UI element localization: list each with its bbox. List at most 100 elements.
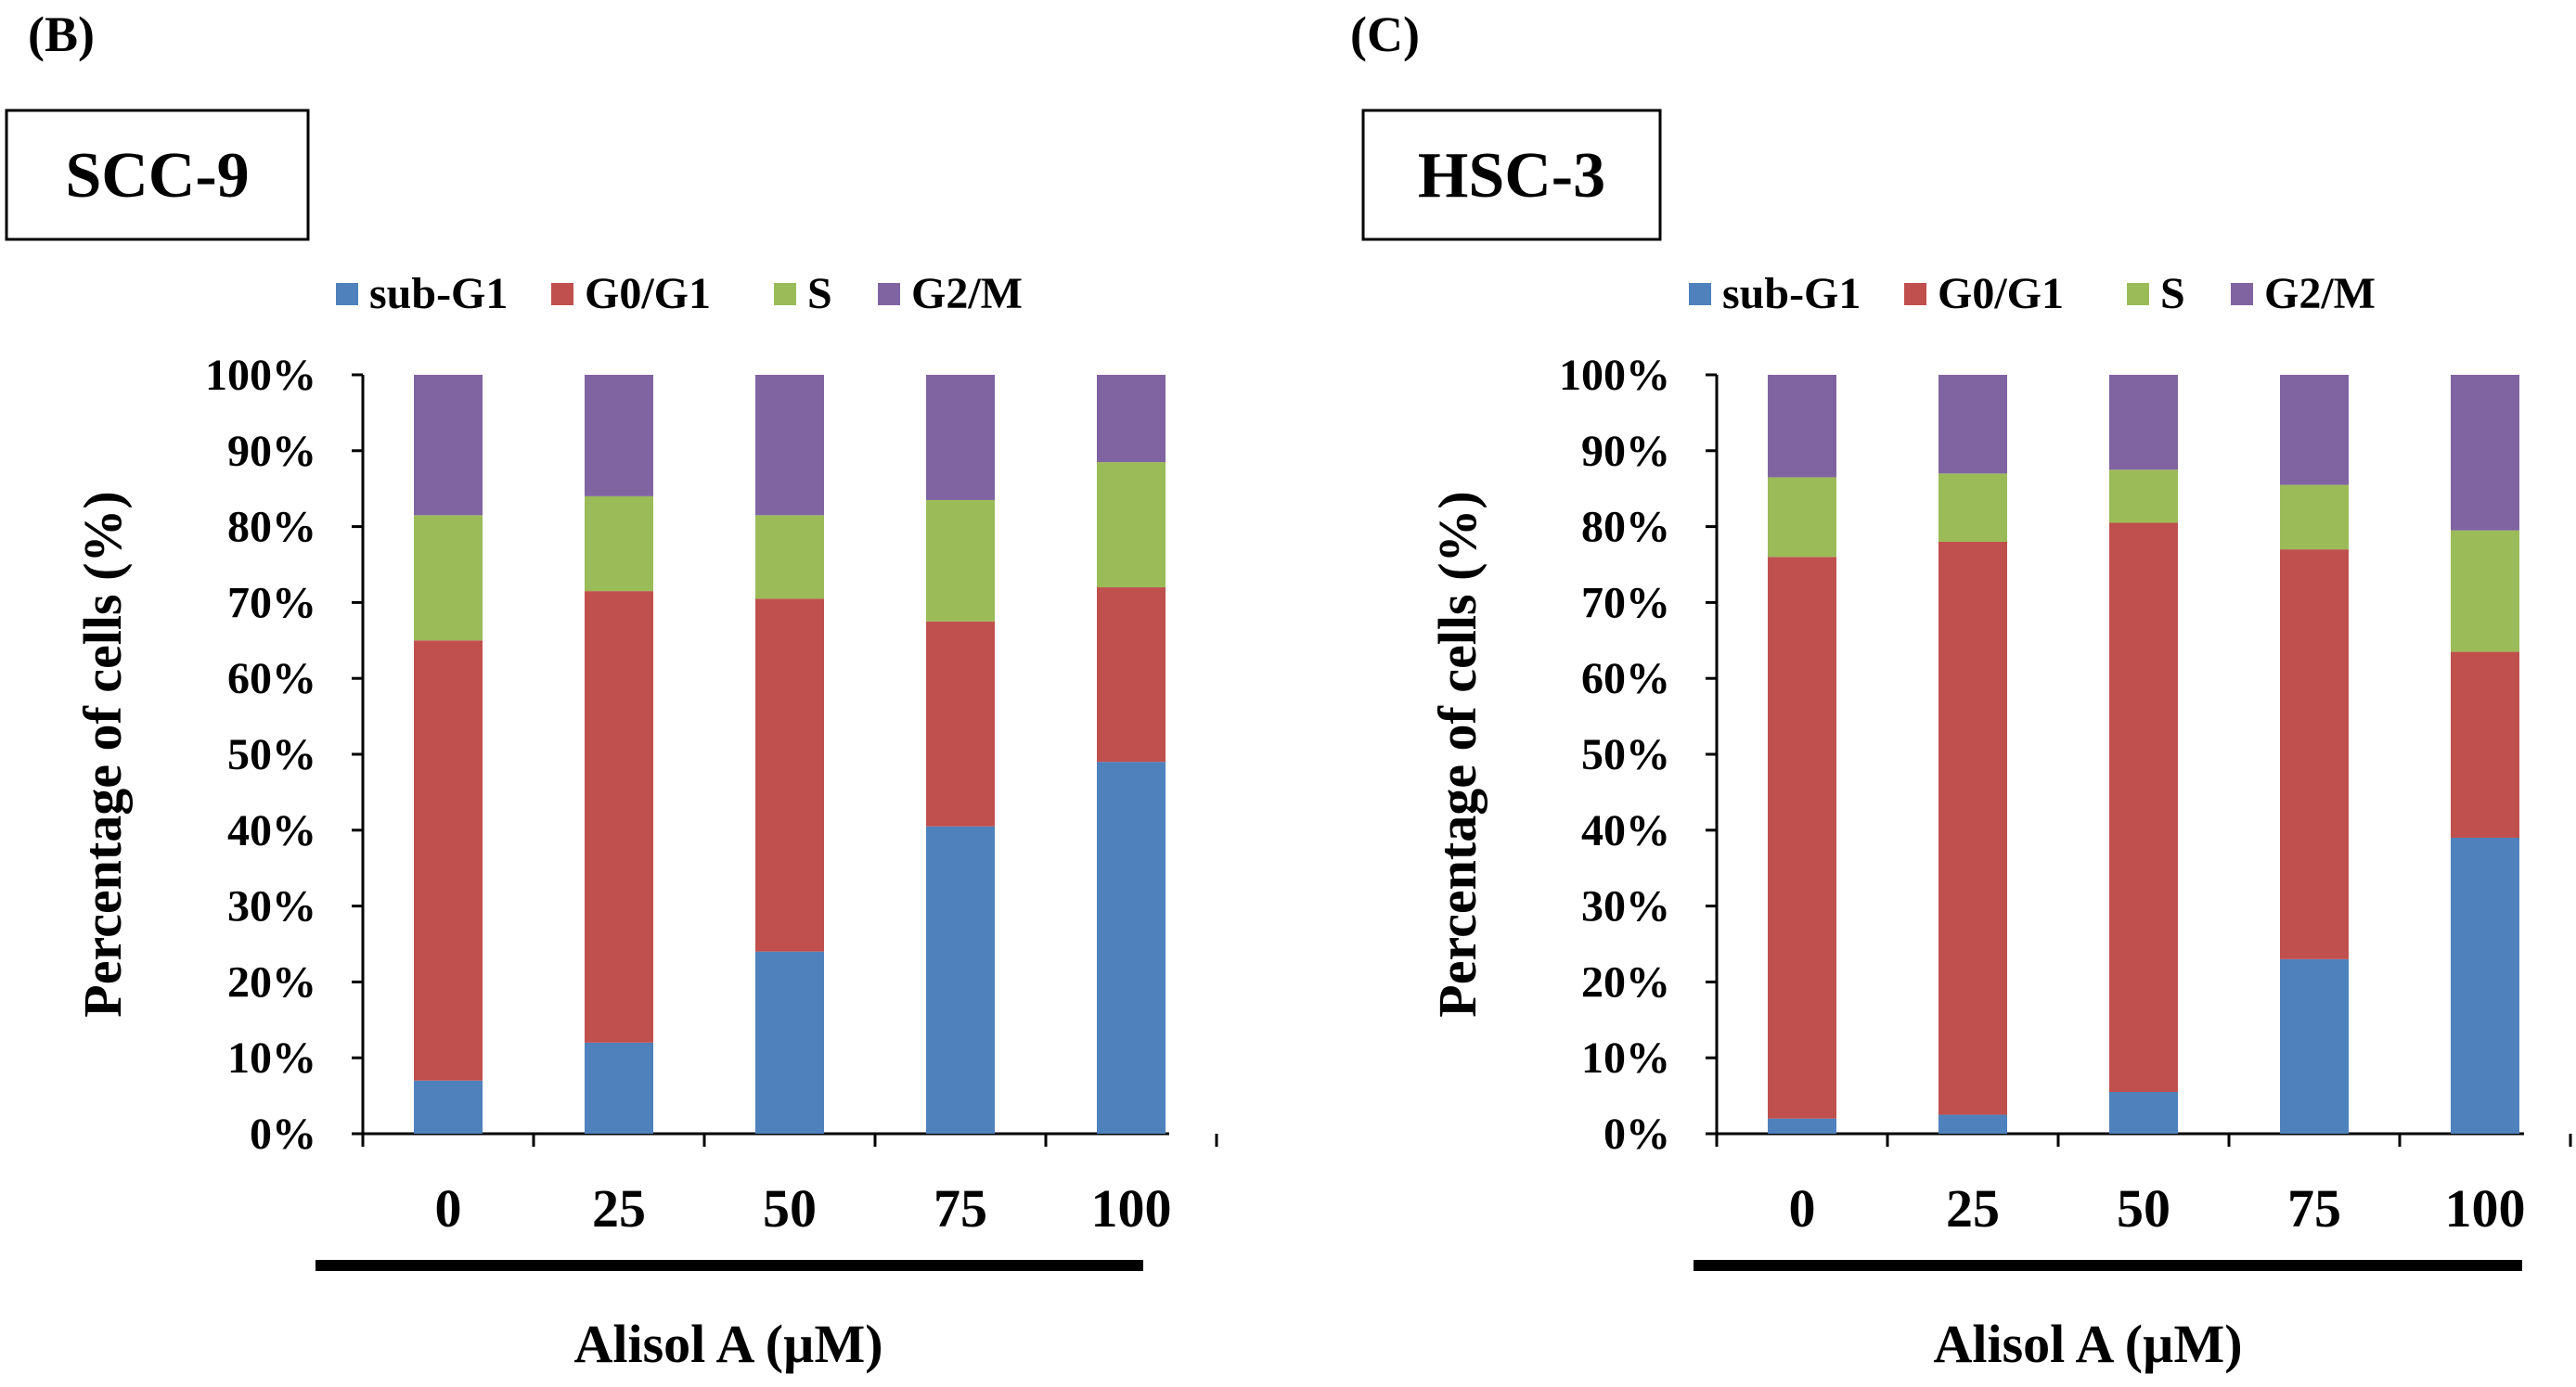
bar-g0-g1-25 bbox=[585, 591, 653, 1043]
legend-label-g0-g1: G0/G1 bbox=[585, 269, 711, 318]
bar-s-25 bbox=[585, 495, 653, 592]
x-tick-label: 50 bbox=[763, 1178, 817, 1239]
chart-title: SCC-9 bbox=[65, 140, 249, 212]
bar-sub-g1-100 bbox=[1097, 762, 1166, 1134]
bar-sub-g1-0 bbox=[1768, 1118, 1836, 1134]
bar-g0-g1-50 bbox=[2109, 522, 2178, 1093]
y-tick-label: 70% bbox=[1581, 578, 1670, 627]
bar-s-50 bbox=[2109, 469, 2178, 523]
bar-g2-m-75 bbox=[2280, 375, 2349, 485]
bar-g0-g1-75 bbox=[926, 621, 995, 827]
y-tick-label: 100% bbox=[1559, 351, 1670, 400]
legend-swatch-s bbox=[2127, 283, 2149, 305]
bar-sub-g1-75 bbox=[926, 826, 995, 1134]
bar-g0-g1-0 bbox=[414, 640, 483, 1081]
legend-label-s: S bbox=[2160, 269, 2185, 318]
x-tick-label: 25 bbox=[592, 1178, 646, 1239]
y-tick-label: 80% bbox=[1581, 503, 1670, 552]
y-tick-label: 30% bbox=[227, 882, 316, 931]
legend-swatch-sub-g1 bbox=[1689, 283, 1711, 305]
legend-swatch-g2-m bbox=[2231, 283, 2253, 305]
title-box bbox=[1361, 109, 1662, 241]
legend-label-s: S bbox=[807, 269, 832, 318]
legend-swatch-g2-m bbox=[878, 283, 900, 305]
y-tick-label: 70% bbox=[227, 578, 316, 627]
bar-g0-g1-50 bbox=[755, 598, 824, 952]
bar-g2-m-0 bbox=[414, 375, 483, 516]
x-tick-label: 0 bbox=[1789, 1178, 1816, 1239]
bar-sub-g1-50 bbox=[2109, 1092, 2178, 1134]
legend-swatch-g0-g1 bbox=[551, 283, 573, 305]
bar-s-100 bbox=[2451, 530, 2519, 652]
y-tick-label: 10% bbox=[1581, 1034, 1670, 1083]
bar-sub-g1-50 bbox=[755, 951, 824, 1134]
bar-g2-m-75 bbox=[926, 375, 995, 500]
bar-sub-g1-100 bbox=[2451, 837, 2519, 1134]
panel-c: (C) HSC-3 sub-G1 G0/G1 S G2/M 0% 10% 20% 30% 40% 50… bbox=[1350, 6, 2572, 1374]
bar-s-75 bbox=[2280, 484, 2349, 550]
x-tick-label: 25 bbox=[1946, 1178, 2000, 1239]
x-tick-label: 0 bbox=[435, 1178, 462, 1239]
bar-s-100 bbox=[1097, 462, 1166, 588]
bar-s-0 bbox=[414, 515, 483, 641]
y-tick-label: 0% bbox=[1604, 1110, 1670, 1159]
bar-g0-g1-0 bbox=[1768, 557, 1836, 1119]
bar-g2-m-50 bbox=[755, 375, 824, 516]
bar-s-50 bbox=[755, 515, 824, 599]
y-tick-label: 50% bbox=[1581, 730, 1670, 779]
bar-s-25 bbox=[1938, 473, 2007, 542]
y-tick-label: 100% bbox=[205, 351, 316, 400]
legend-label-g2-m: G2/M bbox=[2264, 269, 2376, 318]
panel-b: (B) SCC-9 sub-G1 G0/G1 S G2/M 0% 10% 20% 30% 40% 50… bbox=[5, 6, 1218, 1374]
y-axis-label: Percentage of cells (%) bbox=[1427, 491, 1488, 1017]
bar-g2-m-0 bbox=[1768, 375, 1836, 478]
bar-sub-g1-25 bbox=[585, 1042, 653, 1134]
bar-g2-m-25 bbox=[585, 375, 653, 496]
legend-swatch-g0-g1 bbox=[1904, 283, 1926, 305]
x-tick-label: 50 bbox=[2117, 1178, 2170, 1239]
bar-s-75 bbox=[926, 499, 995, 622]
treatment-bar bbox=[1694, 1260, 2522, 1271]
legend-label-sub-g1: sub-G1 bbox=[369, 269, 508, 318]
panel-label: (B) bbox=[28, 6, 95, 62]
bar-g2-m-25 bbox=[1938, 375, 2007, 474]
x-tick-label: 100 bbox=[2445, 1178, 2526, 1239]
title-box bbox=[5, 109, 310, 241]
y-tick-label: 0% bbox=[250, 1110, 316, 1159]
legend-swatch-s bbox=[774, 283, 796, 305]
y-tick-label: 50% bbox=[227, 730, 316, 779]
y-axis-label: Percentage of cells (%) bbox=[72, 491, 133, 1017]
y-tick-label: 30% bbox=[1581, 882, 1670, 931]
legend-swatch-sub-g1 bbox=[336, 283, 358, 305]
y-tick-label: 10% bbox=[227, 1034, 316, 1083]
bar-g2-m-100 bbox=[1097, 375, 1166, 463]
bar-s-0 bbox=[1768, 477, 1836, 558]
y-tick-label: 60% bbox=[227, 654, 316, 703]
bar-g0-g1-100 bbox=[2451, 651, 2519, 838]
x-tick-label: 75 bbox=[2287, 1178, 2341, 1239]
x-axis-label: Alisol A (µM) bbox=[1933, 1314, 2242, 1374]
y-tick-label: 20% bbox=[227, 957, 316, 1007]
bar-g2-m-50 bbox=[2109, 375, 2178, 470]
y-tick-label: 20% bbox=[1581, 957, 1670, 1007]
bar-sub-g1-75 bbox=[2280, 958, 2349, 1134]
y-tick-label: 60% bbox=[1581, 654, 1670, 703]
x-axis-label: Alisol A (µM) bbox=[573, 1314, 882, 1374]
chart-title: HSC-3 bbox=[1418, 140, 1605, 212]
legend-label-sub-g1: sub-G1 bbox=[1722, 269, 1861, 318]
y-tick-label: 90% bbox=[1581, 427, 1670, 476]
bar-g0-g1-75 bbox=[2280, 549, 2349, 959]
bar-sub-g1-25 bbox=[1938, 1114, 2007, 1134]
bar-g0-g1-25 bbox=[1938, 541, 2007, 1115]
bar-g0-g1-100 bbox=[1097, 587, 1166, 763]
bar-g2-m-100 bbox=[2451, 375, 2519, 531]
y-tick-label: 40% bbox=[1581, 806, 1670, 855]
panel-label: (C) bbox=[1350, 6, 1420, 62]
y-tick-label: 40% bbox=[227, 806, 316, 855]
legend-label-g0-g1: G0/G1 bbox=[1938, 269, 2064, 318]
x-tick-label: 75 bbox=[934, 1178, 987, 1239]
y-tick-label: 90% bbox=[227, 427, 316, 476]
x-tick-label: 100 bbox=[1091, 1178, 1172, 1239]
legend-label-g2-m: G2/M bbox=[911, 269, 1023, 318]
